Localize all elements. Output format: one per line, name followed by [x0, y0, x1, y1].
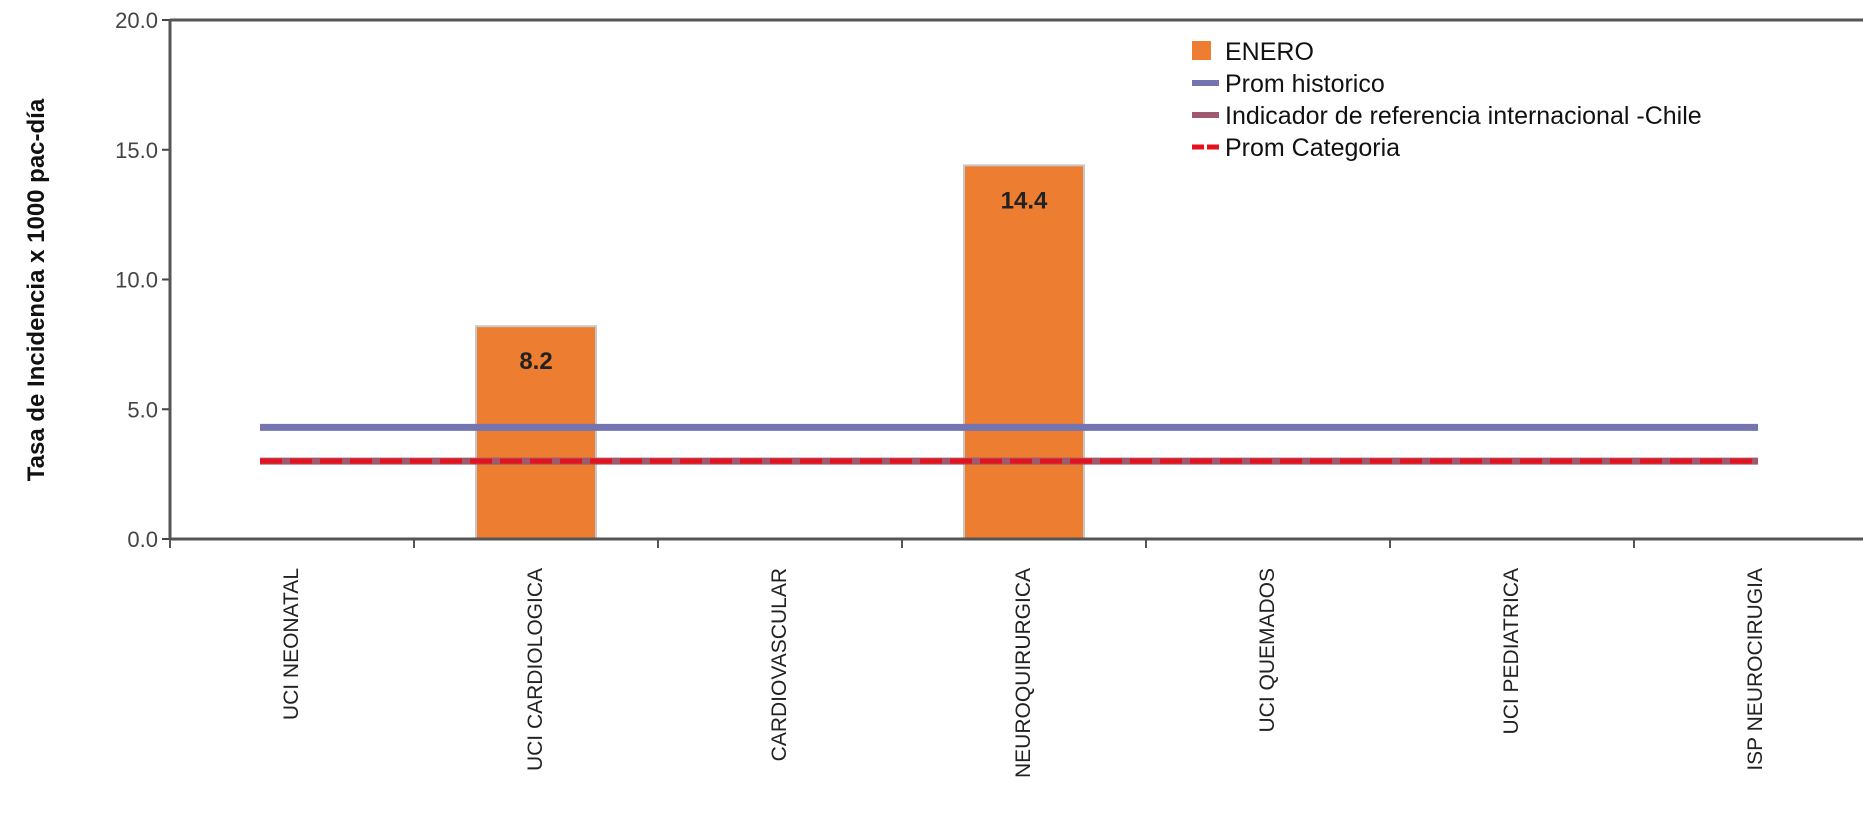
- x-tick-label: ISP NEUROCIRUGIA: [1744, 568, 1767, 771]
- x-tick-label: NEUROQUIRURGICA: [1012, 568, 1035, 778]
- data-labels: 8.2 14.4: [519, 187, 1048, 375]
- axes: [168, 18, 1863, 548]
- bar: [475, 325, 597, 540]
- y-axis-label: Tasa de Incidencia x 1000 pac-día: [23, 98, 50, 481]
- y-tick-label: 10.0: [115, 268, 158, 293]
- reference-lines: [260, 423, 1758, 465]
- y-tick-label: 15.0: [115, 138, 158, 163]
- x-tick-label: UCI PEDIATRICA: [1500, 568, 1523, 734]
- x-tick-label: UCI CARDIOLOGICA: [524, 568, 547, 771]
- data-label: 8.2: [519, 348, 552, 375]
- bars: [475, 164, 1085, 540]
- legend-label: Prom historico: [1225, 70, 1385, 98]
- data-label: 14.4: [1001, 187, 1048, 214]
- x-tick-label: UCI NEONATAL: [280, 568, 303, 720]
- x-tick-label: CARDIOVASCULAR: [768, 568, 791, 761]
- legend-label: ENERO: [1225, 38, 1314, 66]
- legend-label: Indicador de referencia internacional -C…: [1225, 102, 1702, 130]
- legend-swatch: [1192, 41, 1211, 60]
- y-tick-label: 20.0: [115, 8, 158, 33]
- legend: ENERO Prom historico Indicador de referenc…: [1192, 38, 1702, 162]
- bar: [963, 164, 1085, 540]
- y-tick-label: 5.0: [127, 397, 158, 422]
- x-axis-labels: UCI NEONATAL UCI CARDIOLOGICA CARDIOVASCUL…: [280, 568, 1767, 778]
- y-axis-ticks: 0.0 5.0 10.0 15.0 20.0: [115, 8, 170, 552]
- legend-label: Prom Categoria: [1225, 134, 1400, 162]
- y-tick-label: 0.0: [127, 527, 158, 552]
- x-tick-label: UCI QUEMADOS: [1256, 568, 1279, 733]
